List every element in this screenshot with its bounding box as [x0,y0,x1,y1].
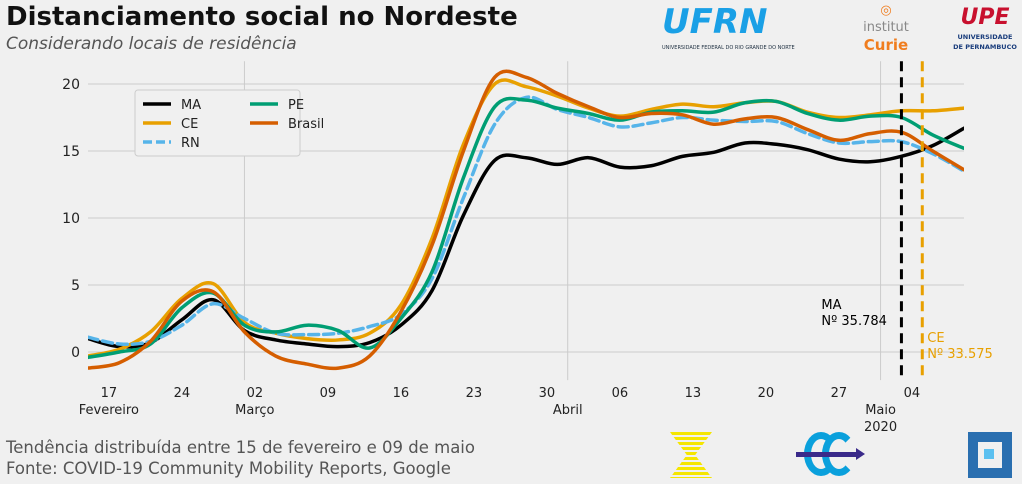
annotation-label: MA [821,298,841,313]
legend-label-brasil: Brasil [288,117,324,132]
annotation-value: Nº 35.784 [821,314,886,329]
x-year-label: 2020 [864,420,897,435]
x-tick-label: 23 [466,386,483,401]
cube-logo [968,432,1012,478]
legend-label-rn: RN [181,136,200,151]
arrow-head [856,448,865,460]
institut-curie-logo: ◎ institut Curie [856,2,916,55]
upe-logo: UPE UNIVERSIDADE DE PERNAMBUCO [950,4,1020,52]
annotation-value: Nº 33.575 [927,347,992,362]
upe-logo-subtext-2: DE PERNAMBUCO [953,43,1017,51]
legend-label-pe: PE [288,98,304,113]
x-tick-label: 04 [904,386,921,401]
chart-subtitle: Considerando locais de residência [6,34,297,54]
footer-source: Fonte: COVID-19 Community Mobility Repor… [6,459,451,478]
x-month-label: Fevereiro [79,403,139,418]
legend-label-ma: MA [181,98,201,113]
x-tick-label: 16 [393,386,410,401]
y-tick-label: 20 [62,77,80,93]
y-tick-label: 10 [62,211,80,227]
x-tick-label: 09 [320,386,337,401]
y-tick-label: 15 [62,144,80,160]
footer-period: Tendência distribuída entre 15 de fevere… [6,438,475,457]
curie-rings-icon: ◎ [880,3,892,18]
x-tick-label: 30 [539,386,556,401]
x-month-label: Abril [553,403,583,418]
x-month-label: Maio [865,403,896,418]
series-line-brasil [88,69,964,371]
x-tick-label: 20 [758,386,775,401]
curie-logo-text-institut: institut [863,20,909,35]
y-tick-label: 0 [71,345,80,361]
x-month-label: Março [235,403,274,418]
ufrn-logo-subtext: UNIVERSIDADE FEDERAL DO RIO GRANDE DO NO… [662,45,795,51]
series-line-rn [88,95,964,347]
upe-logo-text: UPE [960,5,1010,30]
chart-title: Distanciamento social no Nordeste [6,2,518,32]
cc-arrow-logo [796,430,866,480]
x-tick-label: 02 [247,386,264,401]
legend-label-ce: CE [181,117,198,132]
legend-box [134,89,301,157]
x-tick-label: 06 [612,386,629,401]
ufrn-logo-text: UFRN [662,2,768,42]
upe-logo-subtext-1: UNIVERSIDADE [957,33,1013,41]
x-tick-label: 13 [685,386,702,401]
x-tick-label: 27 [831,386,848,401]
x-tick-label: 17 [101,386,118,401]
curie-logo-text-curie: Curie [863,36,909,54]
ufrn-logo: UFRN UNIVERSIDADE FEDERAL DO RIO GRANDE … [662,2,812,52]
arrow-icon [796,452,858,457]
series-line-pe [88,96,964,360]
legend: MA CE RN PE Brasil [134,89,324,157]
annotation-label: CE [927,331,944,346]
x-tick-label: 24 [174,386,191,401]
y-tick-label: 5 [71,278,80,294]
